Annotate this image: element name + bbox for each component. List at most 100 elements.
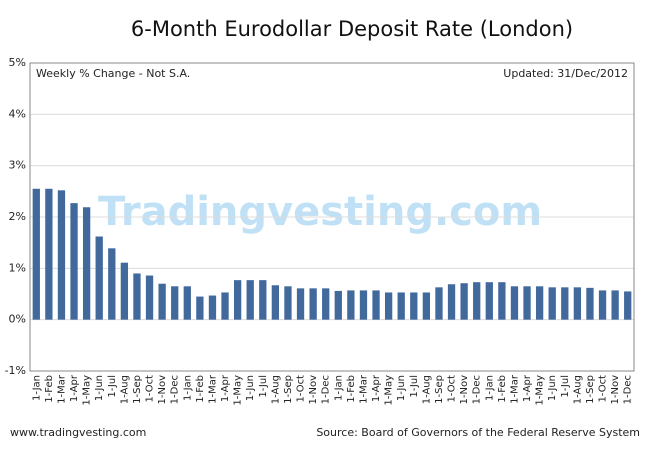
y-tick-label: 5% (9, 56, 26, 69)
bar (397, 292, 405, 320)
x-tick-label: 1-Mar (207, 374, 218, 404)
bar (598, 290, 607, 320)
chart-title: 6-Month Eurodollar Deposit Rate (London) (131, 17, 573, 41)
bar (359, 290, 368, 320)
x-tick-label: 1-Jul (409, 375, 420, 398)
x-tick-label: 1-Mar (56, 374, 67, 404)
x-tick-label: 1-Feb (497, 375, 508, 403)
bar (384, 292, 393, 320)
x-tick-label: 1-Jan (484, 375, 495, 401)
x-tick-label: 1-Nov (308, 375, 319, 405)
x-tick-label: 1-Sep (434, 375, 445, 404)
bar (133, 273, 141, 320)
x-tick-label: 1-Dec (472, 375, 483, 404)
source: Source: Board of Governors of the Federa… (316, 426, 640, 439)
bar (70, 203, 78, 320)
bar (108, 248, 116, 320)
bar (145, 275, 154, 320)
x-tick-label: 1-Apr (69, 374, 80, 402)
x-tick-label: 1-Mar (509, 374, 520, 404)
bar (334, 290, 342, 320)
bar (561, 287, 569, 320)
x-tick-label: 1-May (82, 375, 93, 406)
bar (322, 288, 330, 320)
bar (171, 286, 179, 320)
x-tick-label: 1-Jun (396, 375, 407, 401)
x-tick-label: 1-Oct (296, 375, 307, 403)
x-tick-label: 1-Mar (358, 374, 369, 404)
x-tick-label: 1-Jan (333, 375, 344, 401)
y-tick-label: -1% (5, 364, 26, 377)
bar (95, 236, 103, 320)
y-tick-label: 4% (9, 107, 26, 120)
x-tick-label: 1-Apr (220, 374, 231, 402)
x-tick-label: 1-Dec (170, 375, 181, 404)
x-tick-label: 1-Jan (31, 375, 42, 401)
x-tick-label: 1-Apr (371, 374, 382, 402)
bar (309, 288, 317, 320)
updated-note: Updated: 31/Dec/2012 (503, 67, 628, 80)
x-tick-label: 1-Aug (119, 375, 130, 404)
bar (473, 282, 481, 320)
bar (611, 290, 619, 320)
bar (296, 288, 305, 320)
bar (183, 286, 191, 320)
bar (624, 291, 632, 320)
x-tick-label: 1-Sep (585, 375, 596, 404)
bar (196, 296, 204, 320)
x-tick-label: 1-Feb (346, 375, 357, 403)
bar (82, 207, 91, 320)
bar (246, 280, 254, 320)
x-tick-label: 1-May (384, 375, 395, 406)
x-tick-label: 1-Jul (107, 375, 118, 398)
bar (158, 283, 166, 320)
x-tick-label: 1-Sep (132, 375, 143, 404)
x-tick-label: 1-Jan (182, 375, 193, 401)
bar (32, 188, 40, 320)
bar (233, 280, 242, 320)
bar (347, 290, 355, 320)
x-tick-label: 1-Oct (145, 375, 156, 403)
bar (535, 286, 544, 320)
y-tick-label: 3% (9, 159, 26, 172)
bar (485, 282, 493, 320)
x-tick-label: 1-Sep (283, 375, 294, 404)
bar (284, 286, 292, 320)
bar (221, 292, 229, 320)
x-tick-label: 1-May (535, 375, 546, 406)
bar (372, 290, 380, 320)
bar (510, 286, 519, 320)
x-tick-label: 1-May (233, 375, 244, 406)
x-tick-label: 1-Aug (270, 375, 281, 404)
bar (523, 286, 531, 320)
bar (498, 282, 506, 320)
bar (548, 287, 556, 320)
x-tick-label: 1-Jul (560, 375, 571, 398)
x-tick-label: 1-Jun (547, 375, 558, 401)
x-tick-label: 1-Dec (623, 375, 634, 404)
x-tick-label: 1-Dec (321, 375, 332, 404)
y-tick-label: 1% (9, 261, 26, 274)
bar (271, 285, 280, 320)
bar (447, 284, 456, 320)
x-tick-label: 1-Jun (245, 375, 256, 401)
bar (259, 280, 267, 320)
x-tick-label: 1-Feb (195, 375, 206, 403)
x-tick-label: 1-Jun (94, 375, 105, 401)
bar (120, 262, 129, 320)
x-tick-label: 1-Nov (459, 375, 470, 405)
bar (586, 287, 594, 320)
x-tick-label: 1-Feb (44, 375, 55, 403)
x-tick-label: 1-Nov (610, 375, 621, 405)
y-tick-label: 0% (9, 313, 26, 326)
bar (410, 292, 418, 320)
y-tick-label: 2% (9, 210, 26, 223)
x-tick-label: 1-Oct (447, 375, 458, 403)
bar (422, 292, 431, 320)
bar (57, 190, 66, 320)
x-tick-label: 1-Apr (522, 374, 533, 402)
bar (460, 283, 468, 320)
plot-frame (29, 62, 635, 372)
x-tick-label: 1-Aug (572, 375, 583, 404)
